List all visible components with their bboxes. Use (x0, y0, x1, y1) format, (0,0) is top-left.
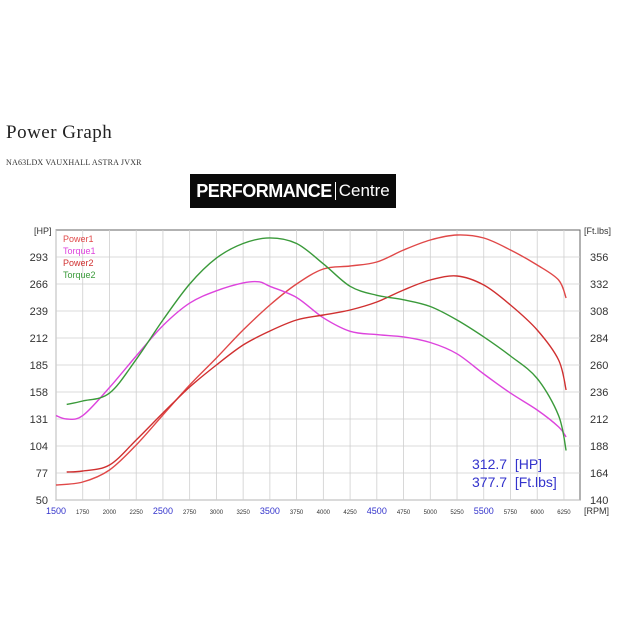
left-tick-label: 212 (30, 333, 48, 345)
logo-separator (334, 182, 336, 200)
series-line-torque2 (66, 237, 567, 451)
x-tick-label: 3000 (210, 510, 224, 516)
right-axis-ticks: 140 164 188 212 236 260 284 308 332 356 (590, 252, 608, 507)
x-tick-label: 4750 (397, 510, 411, 516)
x-tick-label: 2250 (130, 510, 144, 516)
x-axis-unit: [RPM] (584, 506, 609, 516)
left-tick-label: 131 (30, 414, 48, 426)
left-tick-label: 50 (36, 495, 48, 507)
x-tick-label: 3750 (290, 510, 304, 516)
page-title: Power Graph (6, 122, 113, 143)
grid-lines (55, 230, 580, 501)
right-tick-label: 260 (590, 360, 608, 372)
torque-readout: 377.7 [Ft.lbs] (472, 474, 557, 490)
legend-item-torque2: Torque2 (63, 270, 96, 280)
x-tick-label: 5750 (504, 510, 518, 516)
x-tick-label: 2500 (153, 506, 173, 516)
right-tick-label: 212 (590, 414, 608, 426)
series-lines (55, 234, 567, 486)
x-axis-ticks: 1500 1750 2000 2250 2500 2750 3000 3250 3500 3750… (46, 506, 571, 516)
right-tick-label: 188 (590, 441, 608, 453)
left-tick-label: 293 (30, 252, 48, 264)
legend-item-power2: Power2 (63, 258, 94, 268)
x-tick-label: 1750 (76, 510, 90, 516)
logo-bold-text: PERFORMANCE (196, 180, 332, 201)
x-tick-label: 5500 (474, 506, 494, 516)
logo-light-text: Centre (338, 181, 390, 200)
x-tick-label: 1500 (46, 506, 66, 516)
left-axis-unit: [HP] (34, 226, 52, 236)
performance-centre-logo: PERFORMANCE Centre (190, 174, 396, 208)
x-tick-label: 6250 (557, 510, 571, 516)
x-tick-label: 2000 (103, 510, 117, 516)
series-line-torque1 (55, 280, 567, 438)
x-tick-label: 3250 (236, 510, 250, 516)
legend-item-torque1: Torque1 (63, 246, 96, 256)
vehicle-subtitle: NA63LDX VAUXHALL ASTRA JVXR (6, 158, 142, 167)
x-tick-label: 4000 (317, 510, 331, 516)
series-line-power2 (66, 275, 567, 473)
power-readout: 312.7 [HP] (472, 456, 543, 472)
right-tick-label: 308 (590, 306, 608, 318)
series-line-power1 (55, 234, 567, 486)
right-tick-label: 332 (590, 279, 608, 291)
legend: Power1 Torque1 Power2 Torque2 (63, 234, 96, 280)
x-tick-label: 5250 (450, 510, 464, 516)
right-tick-label: 164 (590, 468, 608, 480)
right-tick-label: 140 (590, 495, 608, 507)
x-tick-label: 2750 (183, 510, 197, 516)
left-tick-label: 104 (30, 441, 48, 453)
left-axis-ticks: 50 77 104 131 158 185 212 239 266 293 (30, 252, 48, 507)
left-tick-label: 158 (30, 387, 48, 399)
right-tick-label: 236 (590, 387, 608, 399)
right-axis-unit: [Ft.lbs] (584, 226, 611, 236)
right-tick-label: 284 (590, 333, 608, 345)
x-tick-label: 6000 (531, 510, 545, 516)
left-tick-label: 266 (30, 279, 48, 291)
left-tick-label: 77 (36, 468, 48, 480)
left-tick-label: 239 (30, 306, 48, 318)
x-tick-label: 4500 (367, 506, 387, 516)
x-tick-label: 5000 (424, 510, 438, 516)
x-tick-label: 4250 (343, 510, 357, 516)
left-tick-label: 185 (30, 360, 48, 372)
legend-item-power1: Power1 (63, 234, 94, 244)
x-tick-label: 3500 (260, 506, 280, 516)
right-tick-label: 356 (590, 252, 608, 264)
